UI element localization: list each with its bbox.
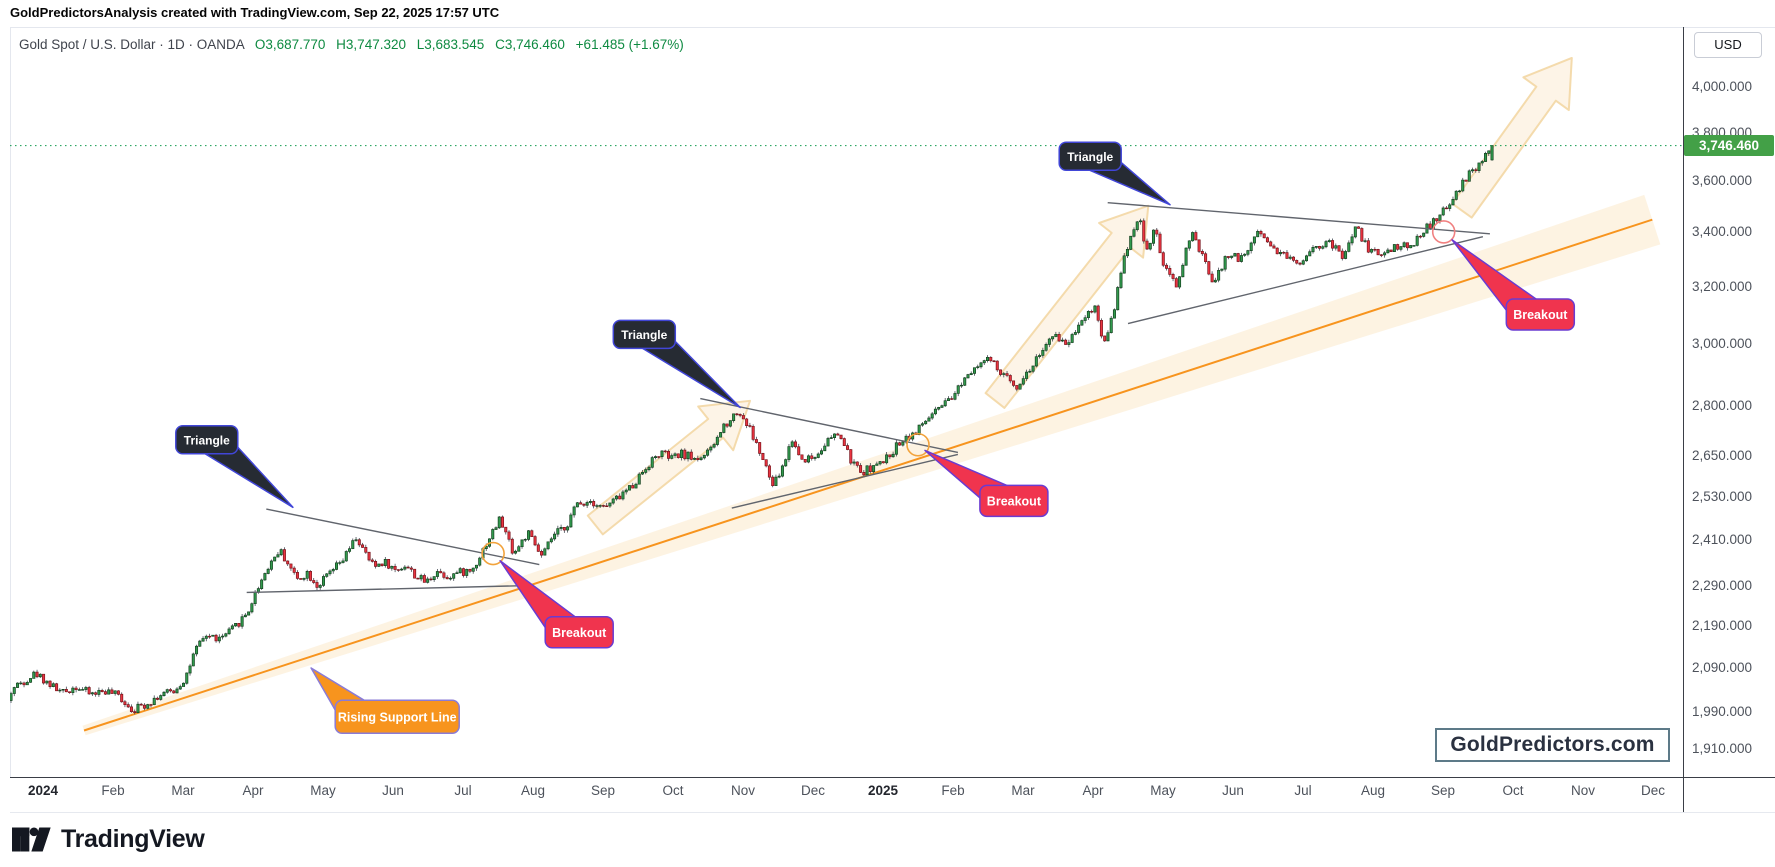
- breakout-callout-2[interactable]: [979, 484, 1049, 518]
- price-tick-label: 2,800.000: [1692, 398, 1753, 414]
- ohlc-open: O3,687.770: [254, 37, 326, 52]
- projection-arrow-2[interactable]: [984, 204, 1150, 409]
- time-tick-label-year: 2024: [27, 783, 59, 798]
- support-line-glow: [82, 194, 1661, 736]
- time-tick-label: Sep: [590, 783, 616, 798]
- breakout-callout-3-label: Breakout: [1513, 308, 1568, 322]
- symbol-title: Gold Spot / U.S. Dollar · 1D · OANDA: [19, 37, 245, 52]
- time-tick-label: Sep: [1430, 783, 1456, 798]
- triangle-3-upper-trendline[interactable]: [1107, 201, 1490, 235]
- last-price-badge: 3,746.460: [1684, 135, 1774, 157]
- time-axis-separator: [10, 777, 1775, 778]
- tradingview-footer[interactable]: TradingView: [12, 824, 205, 854]
- time-tick-label-year: 2025: [867, 783, 899, 798]
- time-tick-label: Oct: [1502, 783, 1524, 798]
- time-tick-label: Aug: [520, 783, 546, 798]
- time-tick-label: Aug: [1360, 783, 1386, 798]
- breakout-circle-2[interactable]: [906, 432, 930, 457]
- time-tick-label: Nov: [1570, 783, 1596, 798]
- attribution-text: GoldPredictorsAnalysis created with Trad…: [10, 5, 500, 20]
- ohlc-low: L3,683.545: [416, 37, 485, 52]
- chart-frame-top-border: [10, 27, 1775, 28]
- triangle-1-upper-trendline[interactable]: [266, 508, 540, 566]
- time-tick-label: Feb: [941, 783, 965, 798]
- triangle-callout-3-label: Triangle: [1067, 150, 1113, 164]
- triangle-1-lower-trendline[interactable]: [246, 584, 534, 594]
- price-tick-label: 2,290.000: [1692, 578, 1753, 594]
- triangle-callout-1-label: Triangle: [184, 433, 230, 447]
- time-tick-label: Mar: [1011, 783, 1035, 798]
- time-tick-label: Jul: [1294, 783, 1312, 798]
- price-tick-label: 1,910.000: [1692, 740, 1753, 756]
- time-tick-label: Apr: [1082, 783, 1104, 798]
- time-tick-label: Mar: [171, 783, 195, 798]
- time-tick-label: Jul: [454, 783, 472, 798]
- tradingview-wordmark: TradingView: [61, 824, 205, 853]
- support-line-callout[interactable]: [334, 699, 460, 735]
- tradingview-logo-icon: [12, 827, 51, 851]
- triangle-2-lower-trendline[interactable]: [731, 453, 959, 509]
- price-chart-pane[interactable]: Triangle Triangle Triangle Breakout Breakout…: [10, 27, 1683, 777]
- ohlc-high: H3,747.320: [336, 37, 406, 52]
- price-tick-label: 3,200.000: [1692, 278, 1753, 294]
- time-tick-label: Apr: [242, 783, 264, 798]
- price-tick-label: 3,400.000: [1692, 224, 1753, 240]
- price-tick-label: 3,600.000: [1692, 173, 1753, 189]
- time-tick-label: Dec: [1640, 783, 1666, 798]
- projection-arrow-3[interactable]: [1451, 56, 1573, 219]
- price-tick-label: 2,090.000: [1692, 659, 1753, 675]
- price-tick-label: 4,000.000: [1692, 79, 1753, 94]
- ohlc-close: C3,746.460: [495, 37, 565, 52]
- time-tick-label: Jun: [382, 783, 404, 798]
- breakout-callout-1-label: Breakout: [552, 626, 607, 640]
- price-axis-separator: [1683, 27, 1684, 812]
- breakout-circle-3[interactable]: [1431, 220, 1456, 244]
- breakout-callout-2-label: Breakout: [987, 494, 1042, 508]
- triangle-callout-3[interactable]: [1058, 141, 1122, 172]
- time-tick-label: Jun: [1222, 783, 1244, 798]
- ohlc-change: +61.485 (+1.67%): [575, 37, 684, 52]
- price-tick-label: 3,000.000: [1692, 336, 1753, 352]
- time-tick-label: Oct: [662, 783, 684, 798]
- triangle-callout-2[interactable]: [612, 319, 677, 350]
- price-tick-label: 1,990.000: [1692, 703, 1753, 719]
- currency-usd-button[interactable]: USD: [1694, 32, 1762, 58]
- time-tick-label: May: [310, 783, 336, 798]
- price-tick-label: 2,530.000: [1692, 488, 1753, 504]
- up-candles: [10, 145, 1494, 713]
- triangle-2-upper-trendline[interactable]: [700, 397, 959, 454]
- time-tick-label: Feb: [101, 783, 125, 798]
- price-tick-label: 2,410.000: [1692, 532, 1753, 548]
- triangle-callout-2-label: Triangle: [621, 328, 667, 342]
- chart-frame-bottom-border: [10, 812, 1775, 813]
- time-tick-label: Dec: [800, 783, 826, 798]
- triangle-callout-1[interactable]: [175, 425, 239, 455]
- triangle-3-lower-trendline[interactable]: [1127, 236, 1484, 325]
- price-tick-label: 2,190.000: [1692, 618, 1753, 634]
- support-line-callout-label: Rising Support Line: [338, 710, 457, 724]
- symbol-header[interactable]: Gold Spot / U.S. Dollar · 1D · OANDA O3,…: [19, 37, 684, 52]
- price-tick-label: 2,650.000: [1692, 447, 1753, 463]
- breakout-callout-3[interactable]: [1505, 298, 1576, 331]
- breakout-circle-1[interactable]: [481, 541, 505, 566]
- time-tick-label: Nov: [730, 783, 756, 798]
- breakout-callout-1[interactable]: [544, 616, 614, 649]
- goldpredictors-watermark: GoldPredictors.com: [1435, 728, 1670, 762]
- time-tick-label: May: [1150, 783, 1176, 798]
- down-candles: [22, 169, 1478, 713]
- chart-frame-left-border: [10, 27, 11, 777]
